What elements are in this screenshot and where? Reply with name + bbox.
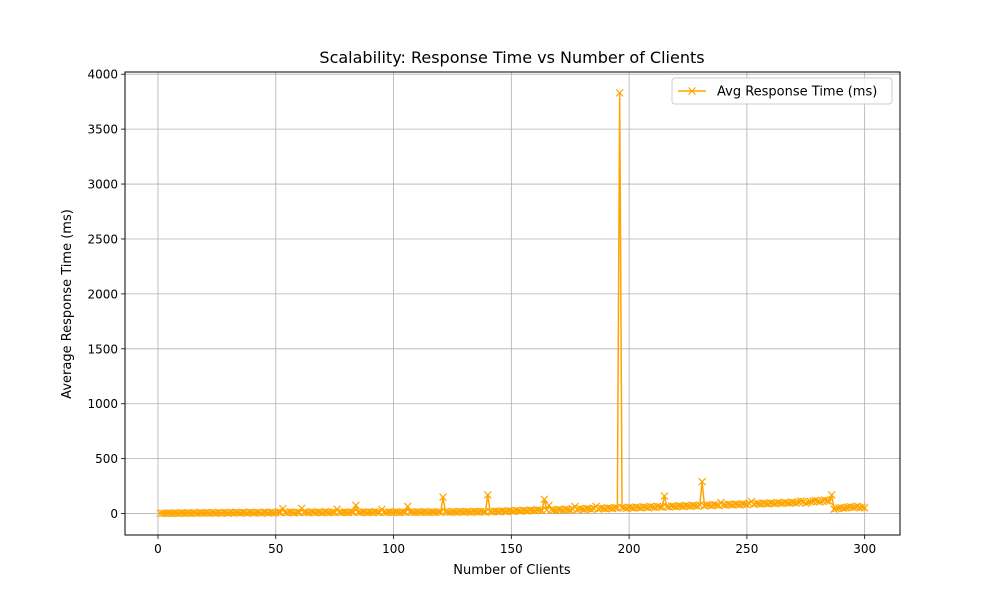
data-point — [373, 508, 381, 517]
data-point — [479, 507, 487, 516]
legend-box — [671, 77, 893, 105]
data-point — [693, 502, 702, 511]
data-point — [611, 503, 619, 512]
data-point — [811, 496, 820, 505]
data-point — [321, 507, 330, 516]
data-point — [820, 496, 829, 504]
data-point — [832, 504, 841, 513]
data-point — [274, 508, 283, 516]
y-tick-label: 1000 — [87, 397, 118, 411]
data-point — [823, 496, 831, 505]
data-point — [858, 503, 867, 512]
data-point — [434, 507, 443, 516]
data-point — [841, 503, 850, 512]
legend-label: Avg Response Time (ms) — [717, 85, 877, 100]
data-point — [860, 503, 869, 512]
data-point — [285, 507, 294, 516]
data-point — [566, 506, 575, 514]
data-point — [815, 498, 824, 506]
x-tick-label: 50 — [268, 542, 283, 556]
data-point — [660, 492, 669, 500]
data-point — [483, 490, 492, 499]
x-tick-label: 250 — [735, 542, 758, 556]
x-axis-ticks: 0 50 100 150 200 250 300 — [154, 535, 876, 556]
data-point — [804, 498, 813, 507]
data-point — [655, 502, 664, 511]
x-tick-label: 0 — [154, 542, 162, 556]
data-point — [698, 477, 707, 486]
x-tick-label: 300 — [853, 542, 876, 556]
data-point — [806, 497, 815, 506]
data-point — [742, 500, 751, 509]
y-axis-label: Average Response Time (ms) — [60, 209, 75, 399]
data-point — [615, 88, 624, 97]
y-tick-label: 2500 — [87, 232, 118, 246]
grid-lines — [125, 72, 900, 535]
x-axis-label: Number of Clients — [453, 563, 571, 578]
data-point — [535, 506, 544, 515]
series-line — [160, 92, 865, 515]
legend-marker-swatch — [688, 87, 696, 95]
chart-title: Scalability: Response Time vs Number of … — [319, 48, 704, 67]
y-tick-label: 4000 — [87, 68, 118, 82]
data-point — [347, 508, 356, 516]
data-point — [399, 508, 407, 516]
series-polyline — [160, 92, 865, 515]
data-point — [825, 497, 834, 506]
data-point — [830, 505, 838, 514]
y-tick-label: 500 — [95, 452, 118, 466]
x-tick-label: 200 — [618, 542, 641, 556]
x-tick-label: 100 — [382, 542, 405, 556]
y-tick-label: 2000 — [87, 287, 118, 301]
data-point — [797, 497, 805, 505]
data-point — [540, 495, 549, 504]
y-tick-label: 3500 — [87, 123, 118, 137]
plot-frame — [124, 71, 901, 536]
data-point — [587, 505, 596, 514]
data-point — [848, 503, 857, 512]
series-markers — [156, 88, 869, 518]
data-point — [403, 502, 412, 511]
y-tick-label: 0 — [110, 507, 118, 521]
data-point — [712, 501, 721, 509]
data-point — [351, 501, 360, 510]
x-tick-label: 150 — [500, 542, 523, 556]
data-point — [328, 508, 337, 517]
data-point — [827, 490, 836, 499]
legend: Avg Response Time (ms) — [671, 77, 893, 105]
data-point — [792, 499, 801, 507]
data-point — [839, 504, 848, 513]
legend-marker — [688, 87, 696, 95]
data-point — [801, 499, 810, 508]
y-tick-label: 3000 — [87, 178, 118, 192]
y-tick-label: 1500 — [87, 342, 118, 356]
y-axis-ticks: 0 500 1000 1500 2000 2500 3000 3500 4000 — [87, 68, 125, 521]
data-point — [439, 493, 447, 502]
